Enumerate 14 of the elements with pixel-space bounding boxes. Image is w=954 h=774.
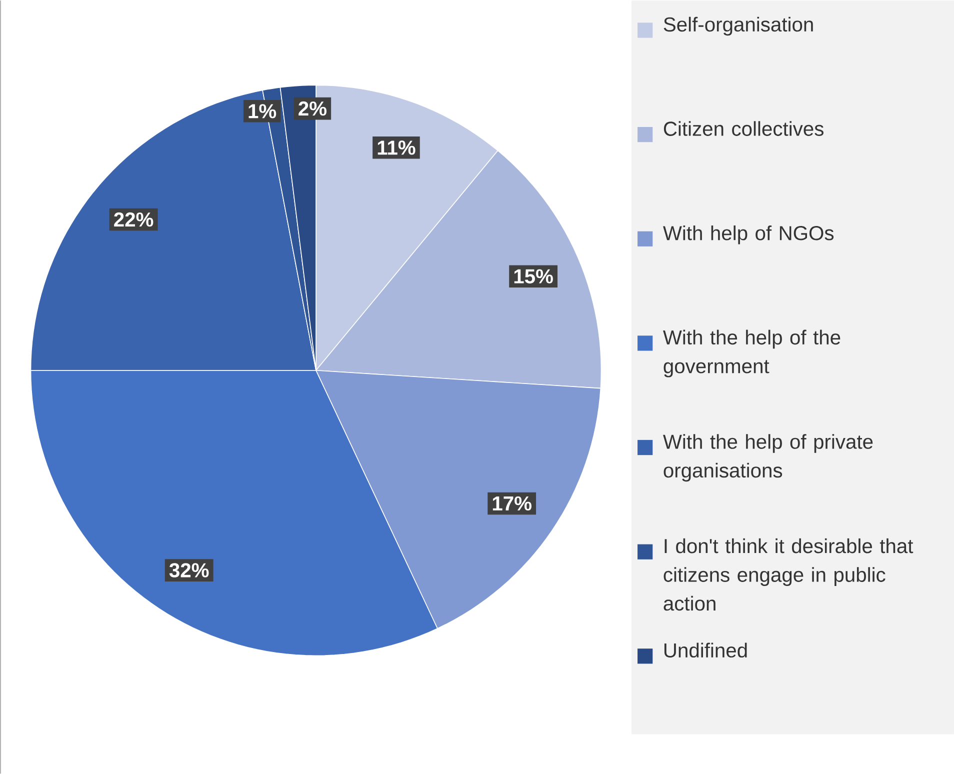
legend-label: With help of NGOs [663,225,834,244]
data-label: 17% [492,496,532,511]
data-label: 2% [298,101,326,116]
data-label: 1% [248,104,276,118]
legend-label: I don't think it desirable that citizens engage in public action [664,538,914,611]
data-label: 11% [378,140,416,155]
legend-label: With the help of the government [663,330,840,378]
data-label: 22% [114,212,154,227]
legend-label: Citizen collectives [664,121,824,136]
data-label: 15% [514,269,553,284]
legend-label: With the help of private organisations [663,434,873,482]
data-label: 32% [169,563,209,578]
legend-label: Undifined [664,642,747,658]
legend-label: Self-organisation [664,16,813,36]
